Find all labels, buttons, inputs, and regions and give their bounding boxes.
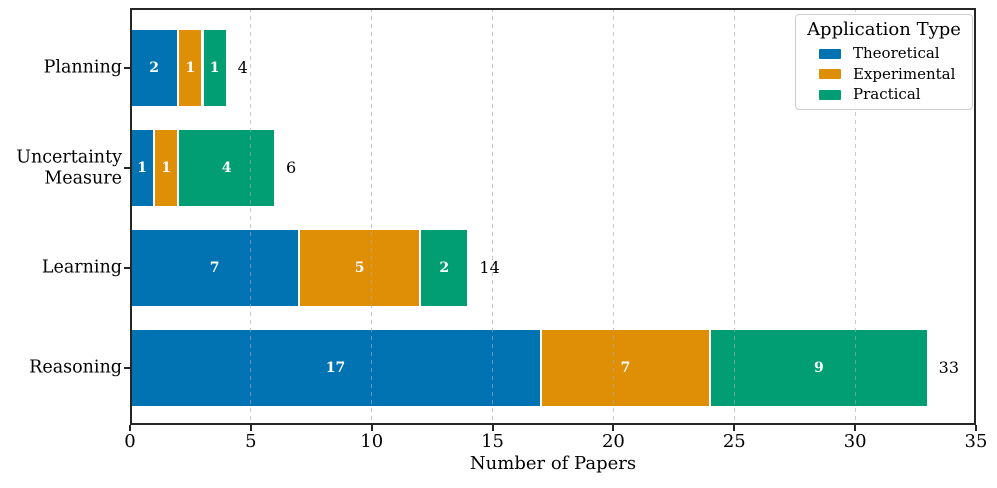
- x-tick-mark: [733, 425, 736, 431]
- x-tick-label: 5: [245, 431, 257, 452]
- bar-value-label: 1: [185, 60, 196, 76]
- legend-item-experimental: Experimental: [802, 66, 966, 83]
- bar-row: 7 5 2 14: [130, 229, 976, 307]
- y-tick-label: Reasoning: [29, 357, 122, 378]
- x-tick-label: 25: [722, 431, 746, 452]
- plot-area: 2 1 1 4 1 1 4 6 7 5 2 14 17 7 9 33 Application Type The…: [130, 8, 976, 425]
- bar-value-label: 1: [161, 160, 172, 176]
- x-tick-mark: [975, 425, 977, 431]
- bar-row: 17 7 9 33: [130, 329, 976, 407]
- x-tick-mark: [129, 425, 131, 431]
- gridline: [492, 8, 494, 425]
- legend-item-practical: Practical: [802, 86, 966, 103]
- bar-segment-experimental: 1: [178, 29, 203, 107]
- bar-value-label: 7: [620, 360, 631, 376]
- x-tick-label: 30: [843, 431, 867, 452]
- y-tick-label: Uncertainty Measure: [16, 147, 122, 188]
- x-tick-mark: [249, 425, 252, 431]
- y-tick-mark: [124, 367, 130, 369]
- x-tick-mark: [491, 425, 494, 431]
- legend: Application Type Theoretical Experimental…: [795, 14, 973, 110]
- bar-value-label: 5: [354, 260, 365, 276]
- bar-segment-practical: 2: [420, 229, 469, 307]
- gridline: [854, 8, 856, 425]
- bar-value-label: 1: [209, 60, 220, 76]
- x-tick-label: 0: [124, 431, 136, 452]
- bar-segment-practical: 1: [202, 29, 227, 107]
- bar-value-label: 17: [325, 360, 346, 376]
- legend-label: Experimental: [853, 64, 956, 83]
- legend-swatch-icon: [819, 89, 841, 100]
- legend-item-theoretical: Theoretical: [802, 45, 966, 62]
- bar-segment-theoretical: 2: [130, 29, 179, 107]
- bar-segment-theoretical: 17: [130, 329, 541, 407]
- bar-segment-practical: 4: [178, 129, 275, 207]
- bar-value-label: 1: [137, 160, 147, 176]
- x-tick-label: 15: [481, 431, 505, 452]
- x-tick-mark: [854, 425, 857, 431]
- bar-value-label: 2: [439, 260, 450, 276]
- bar-total-label: 6: [286, 158, 297, 177]
- y-tick-mark: [124, 267, 130, 269]
- legend-items: Theoretical Experimental Practical: [802, 45, 966, 103]
- bar-value-label: 9: [814, 360, 824, 376]
- gridline: [733, 8, 735, 425]
- x-tick-label: 35: [964, 431, 988, 452]
- y-tick-mark: [124, 167, 130, 169]
- bar-value-label: 7: [209, 260, 220, 276]
- y-tick-label: Planning: [43, 57, 122, 78]
- gridline: [250, 8, 252, 425]
- bar-value-label: 4: [221, 160, 232, 176]
- bar-total-label: 4: [237, 58, 248, 77]
- legend-swatch-icon: [819, 48, 841, 59]
- bar-total-label: 14: [479, 258, 500, 277]
- bar-segment-practical: 9: [710, 329, 928, 407]
- gridline: [371, 8, 373, 425]
- x-tick-label: 20: [601, 431, 625, 452]
- bar-total-label: 33: [938, 358, 960, 377]
- x-tick-label: 10: [360, 431, 384, 452]
- y-tick-mark: [124, 67, 130, 69]
- bar-value-label: 2: [149, 60, 160, 76]
- gridline: [612, 8, 614, 425]
- legend-label: Theoretical: [853, 44, 940, 63]
- bar-segment-experimental: 7: [540, 329, 711, 407]
- bar-segment-experimental: 5: [299, 229, 421, 307]
- legend-swatch-icon: [819, 69, 841, 80]
- x-tick-mark: [612, 425, 615, 431]
- y-tick-label: Learning: [41, 257, 122, 278]
- x-axis-label: Number of Papers: [469, 453, 637, 474]
- legend-label: Practical: [853, 85, 921, 104]
- legend-title: Application Type: [807, 19, 961, 40]
- x-tick-mark: [370, 425, 373, 431]
- bar-segment-experimental: 1: [154, 129, 179, 207]
- bar-segment-theoretical: 1: [130, 129, 155, 207]
- bar-segment-theoretical: 7: [130, 229, 300, 307]
